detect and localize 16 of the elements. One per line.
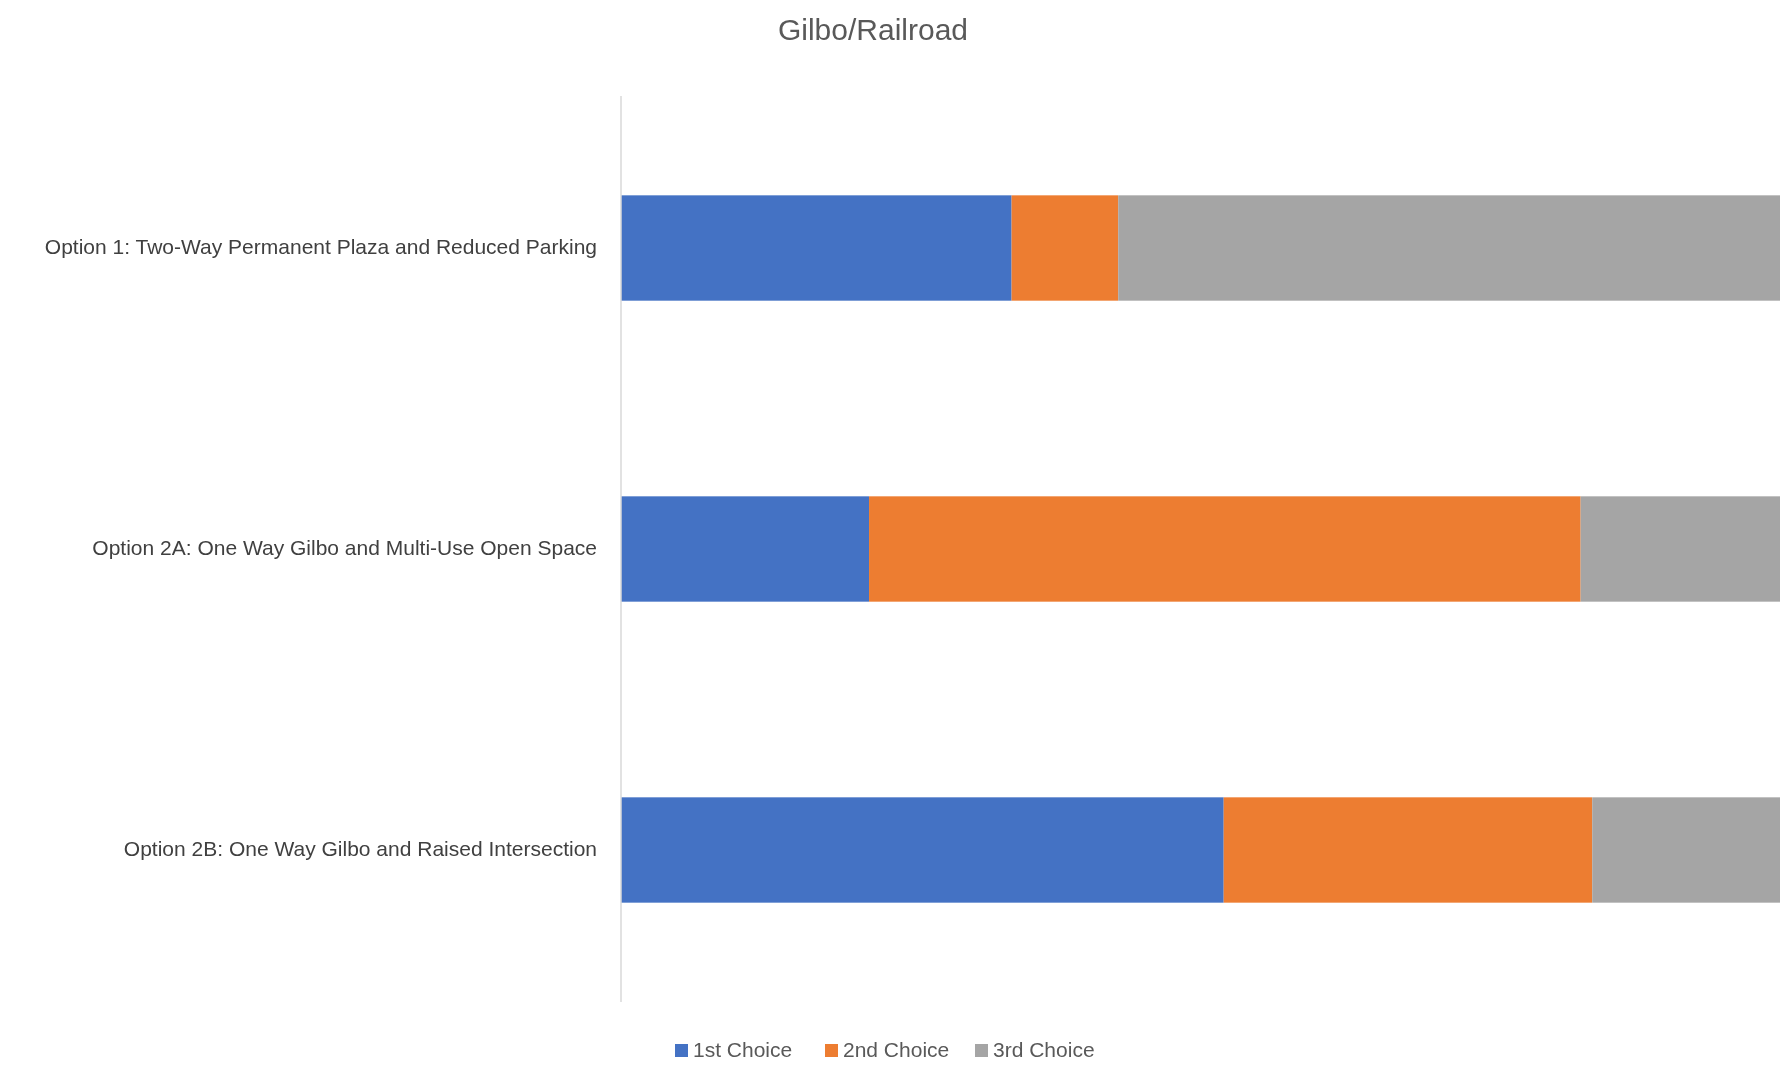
legend-label: 1st Choice (693, 1037, 793, 1061)
y-tick-label: Option 2B: One Way Gilbo and Raised Intersection (123, 836, 597, 860)
bar (621, 195, 1012, 301)
bar (1223, 797, 1593, 903)
y-tick-label: Option 2A: One Way Gilbo and Multi-Use Open Space (92, 535, 597, 559)
bar (869, 496, 1581, 602)
chart-title: Gilbo/Railroad (777, 13, 969, 46)
bar (621, 496, 870, 602)
legend-label: 3rd Choice (993, 1037, 1095, 1061)
y-tick-label: Option 1: Two-Way Permanent Plaza and Reduced Parking (44, 234, 597, 258)
bar (621, 797, 1224, 903)
bar (1011, 195, 1119, 301)
legend-label: 2nd Choice (843, 1037, 950, 1061)
bar (1592, 797, 1780, 903)
bar (1580, 496, 1780, 602)
bar (1118, 195, 1780, 301)
